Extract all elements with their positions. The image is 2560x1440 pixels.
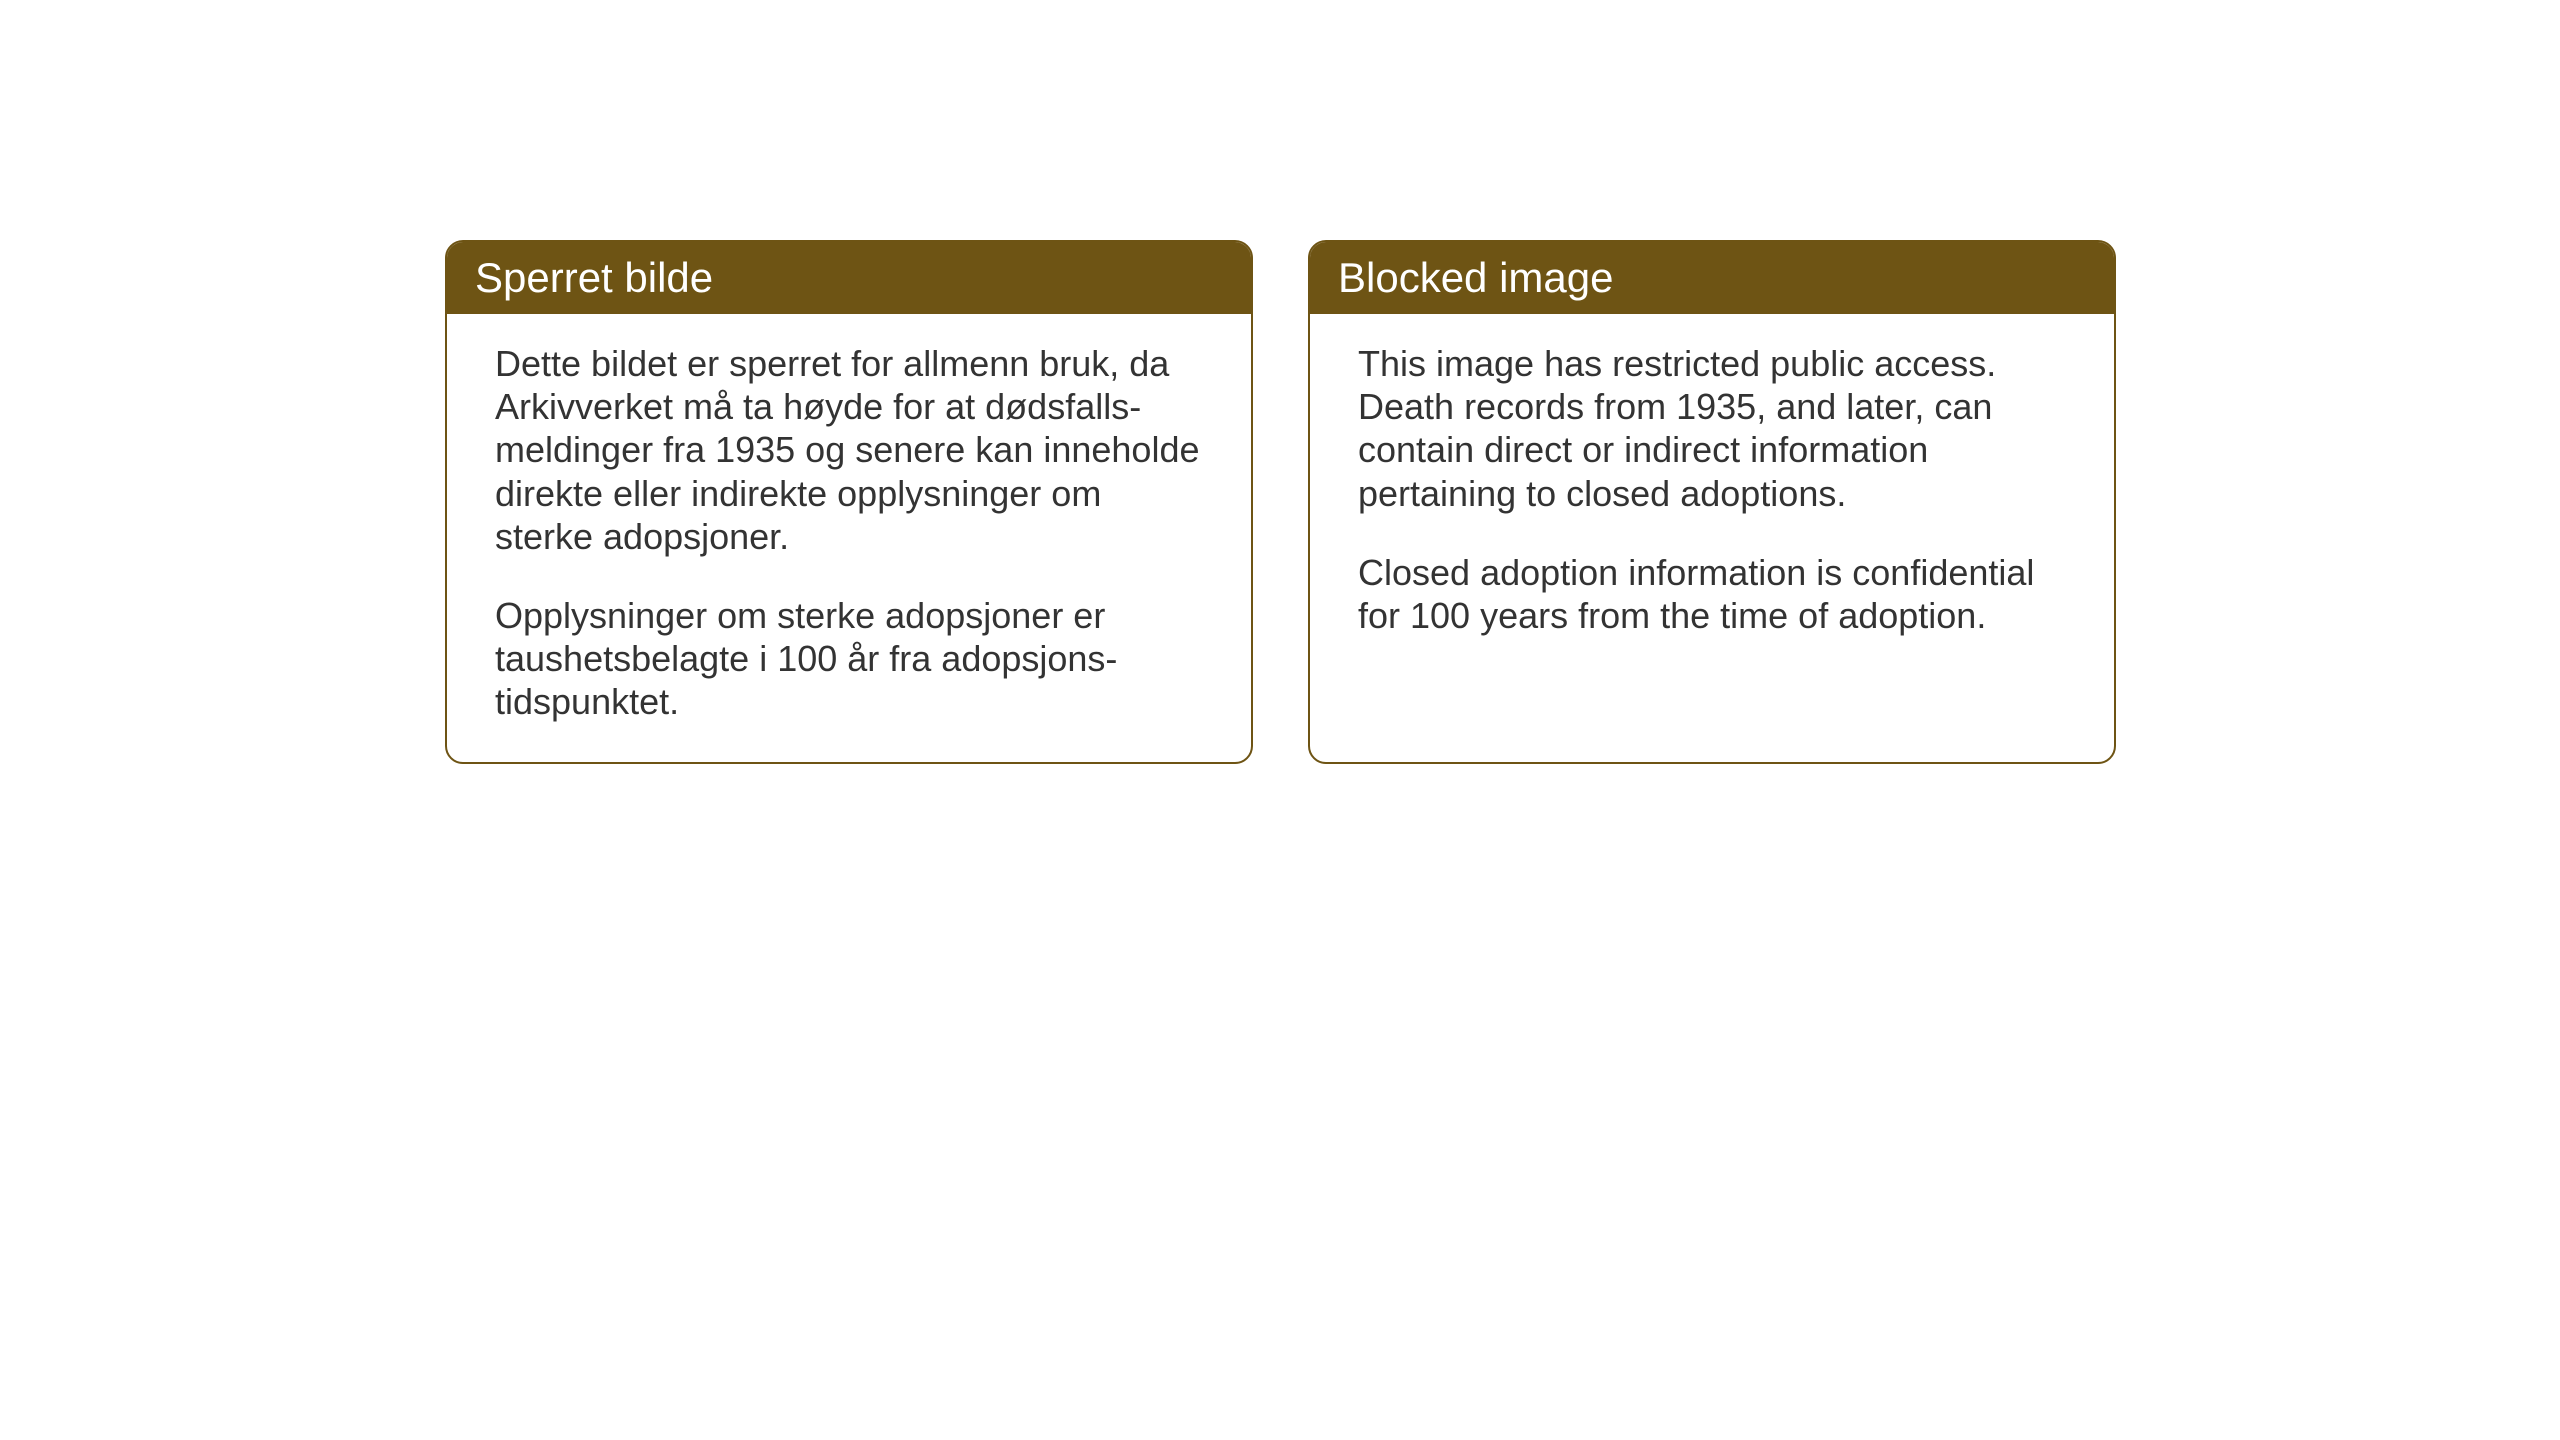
card-paragraph-1-norwegian: Dette bildet er sperret for allmenn bruk…: [495, 342, 1203, 558]
card-paragraph-2-norwegian: Opplysninger om sterke adopsjoner er tau…: [495, 594, 1203, 724]
notice-card-norwegian: Sperret bilde Dette bildet er sperret fo…: [445, 240, 1253, 764]
card-paragraph-1-english: This image has restricted public access.…: [1358, 342, 2066, 515]
card-header-english: Blocked image: [1310, 242, 2114, 314]
card-paragraph-2-english: Closed adoption information is confident…: [1358, 551, 2066, 637]
notice-card-english: Blocked image This image has restricted …: [1308, 240, 2116, 764]
card-body-norwegian: Dette bildet er sperret for allmenn bruk…: [447, 314, 1251, 762]
card-title-norwegian: Sperret bilde: [475, 254, 713, 301]
card-header-norwegian: Sperret bilde: [447, 242, 1251, 314]
card-title-english: Blocked image: [1338, 254, 1613, 301]
notice-cards-container: Sperret bilde Dette bildet er sperret fo…: [445, 240, 2116, 764]
card-body-english: This image has restricted public access.…: [1310, 314, 2114, 734]
